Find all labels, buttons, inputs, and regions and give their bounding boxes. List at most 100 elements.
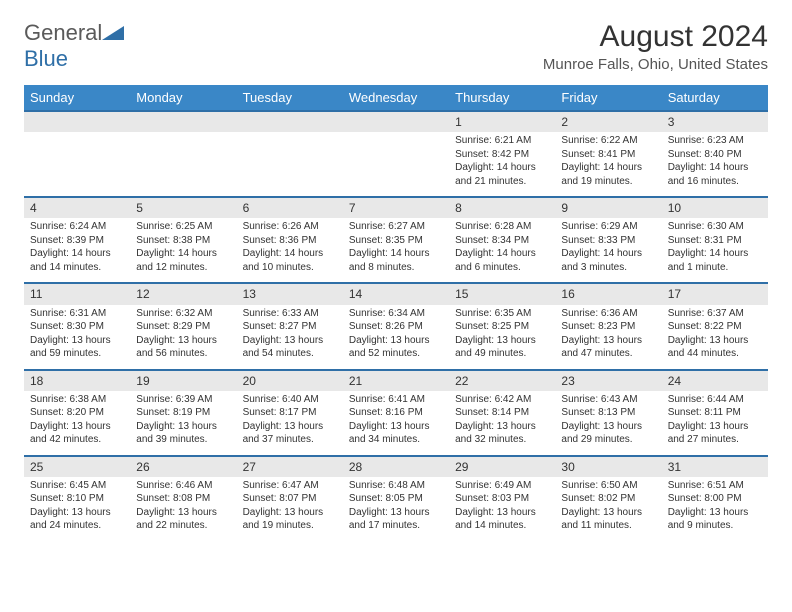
daylight-line: Daylight: 14 hours and 14 minutes. [30, 247, 124, 274]
sunrise-line: Sunrise: 6:34 AM [349, 307, 443, 321]
day-number-row: 123 [24, 111, 768, 132]
sunset-line: Sunset: 8:16 PM [349, 406, 443, 420]
day-number-row: 11121314151617 [24, 283, 768, 304]
sunset-line: Sunset: 8:22 PM [668, 320, 762, 334]
sunrise-line: Sunrise: 6:25 AM [136, 220, 230, 234]
day-info-cell: Sunrise: 6:40 AMSunset: 8:17 PMDaylight:… [237, 391, 343, 456]
day-number-cell: 30 [555, 456, 661, 477]
sunset-line: Sunset: 8:23 PM [561, 320, 655, 334]
day-info-cell: Sunrise: 6:41 AMSunset: 8:16 PMDaylight:… [343, 391, 449, 456]
day-number-cell [343, 111, 449, 132]
day-number-cell: 17 [662, 283, 768, 304]
sunset-line: Sunset: 8:29 PM [136, 320, 230, 334]
calendar-body: 123 Sunrise: 6:21 AMSunset: 8:42 PMDayli… [24, 111, 768, 541]
day-info-row: Sunrise: 6:24 AMSunset: 8:39 PMDaylight:… [24, 218, 768, 283]
sunrise-line: Sunrise: 6:41 AM [349, 393, 443, 407]
day-info-cell: Sunrise: 6:46 AMSunset: 8:08 PMDaylight:… [130, 477, 236, 541]
day-number-cell: 9 [555, 197, 661, 218]
day-number-cell: 24 [662, 370, 768, 391]
sunset-line: Sunset: 8:40 PM [668, 148, 762, 162]
day-info-cell: Sunrise: 6:51 AMSunset: 8:00 PMDaylight:… [662, 477, 768, 541]
sunset-line: Sunset: 8:36 PM [243, 234, 337, 248]
daylight-line: Daylight: 13 hours and 54 minutes. [243, 334, 337, 361]
sunrise-line: Sunrise: 6:45 AM [30, 479, 124, 493]
daylight-line: Daylight: 13 hours and 9 minutes. [668, 506, 762, 533]
daylight-line: Daylight: 13 hours and 24 minutes. [30, 506, 124, 533]
daylight-line: Daylight: 13 hours and 34 minutes. [349, 420, 443, 447]
logo-blue: Blue [24, 46, 68, 71]
sunset-line: Sunset: 8:00 PM [668, 492, 762, 506]
title-block: August 2024 Munroe Falls, Ohio, United S… [543, 20, 768, 73]
sunrise-line: Sunrise: 6:24 AM [30, 220, 124, 234]
day-number-cell [130, 111, 236, 132]
day-info-cell: Sunrise: 6:43 AMSunset: 8:13 PMDaylight:… [555, 391, 661, 456]
daylight-line: Daylight: 13 hours and 49 minutes. [455, 334, 549, 361]
day-info-cell: Sunrise: 6:49 AMSunset: 8:03 PMDaylight:… [449, 477, 555, 541]
daylight-line: Daylight: 14 hours and 8 minutes. [349, 247, 443, 274]
day-number-cell: 25 [24, 456, 130, 477]
day-info-cell: Sunrise: 6:25 AMSunset: 8:38 PMDaylight:… [130, 218, 236, 283]
daylight-line: Daylight: 14 hours and 6 minutes. [455, 247, 549, 274]
daylight-line: Daylight: 13 hours and 19 minutes. [243, 506, 337, 533]
daylight-line: Daylight: 14 hours and 21 minutes. [455, 161, 549, 188]
weekday-header: Sunday [24, 85, 130, 111]
day-info-cell [343, 132, 449, 197]
day-number-cell: 7 [343, 197, 449, 218]
day-number-cell: 26 [130, 456, 236, 477]
day-info-cell: Sunrise: 6:32 AMSunset: 8:29 PMDaylight:… [130, 305, 236, 370]
sunrise-line: Sunrise: 6:39 AM [136, 393, 230, 407]
sunset-line: Sunset: 8:41 PM [561, 148, 655, 162]
daylight-line: Daylight: 13 hours and 59 minutes. [30, 334, 124, 361]
sunrise-line: Sunrise: 6:50 AM [561, 479, 655, 493]
day-info-cell: Sunrise: 6:44 AMSunset: 8:11 PMDaylight:… [662, 391, 768, 456]
day-info-cell: Sunrise: 6:39 AMSunset: 8:19 PMDaylight:… [130, 391, 236, 456]
sunrise-line: Sunrise: 6:43 AM [561, 393, 655, 407]
daylight-line: Daylight: 13 hours and 27 minutes. [668, 420, 762, 447]
sunrise-line: Sunrise: 6:47 AM [243, 479, 337, 493]
sunset-line: Sunset: 8:14 PM [455, 406, 549, 420]
weekday-header: Tuesday [237, 85, 343, 111]
day-number-cell: 31 [662, 456, 768, 477]
sunset-line: Sunset: 8:42 PM [455, 148, 549, 162]
day-number-cell: 16 [555, 283, 661, 304]
logo-text: General Blue [24, 20, 124, 72]
sunrise-line: Sunrise: 6:21 AM [455, 134, 549, 148]
sunset-line: Sunset: 8:19 PM [136, 406, 230, 420]
sunrise-line: Sunrise: 6:22 AM [561, 134, 655, 148]
day-info-row: Sunrise: 6:45 AMSunset: 8:10 PMDaylight:… [24, 477, 768, 541]
day-number-cell: 11 [24, 283, 130, 304]
day-info-row: Sunrise: 6:38 AMSunset: 8:20 PMDaylight:… [24, 391, 768, 456]
sunrise-line: Sunrise: 6:31 AM [30, 307, 124, 321]
sunrise-line: Sunrise: 6:35 AM [455, 307, 549, 321]
day-number-row: 45678910 [24, 197, 768, 218]
day-number-cell: 6 [237, 197, 343, 218]
day-info-cell: Sunrise: 6:28 AMSunset: 8:34 PMDaylight:… [449, 218, 555, 283]
sunset-line: Sunset: 8:31 PM [668, 234, 762, 248]
day-info-cell: Sunrise: 6:50 AMSunset: 8:02 PMDaylight:… [555, 477, 661, 541]
sunset-line: Sunset: 8:39 PM [30, 234, 124, 248]
day-number-cell: 8 [449, 197, 555, 218]
daylight-line: Daylight: 13 hours and 14 minutes. [455, 506, 549, 533]
weekday-header: Saturday [662, 85, 768, 111]
day-info-cell: Sunrise: 6:38 AMSunset: 8:20 PMDaylight:… [24, 391, 130, 456]
day-number-cell: 10 [662, 197, 768, 218]
day-info-cell: Sunrise: 6:23 AMSunset: 8:40 PMDaylight:… [662, 132, 768, 197]
sunrise-line: Sunrise: 6:26 AM [243, 220, 337, 234]
sunrise-line: Sunrise: 6:30 AM [668, 220, 762, 234]
daylight-line: Daylight: 14 hours and 19 minutes. [561, 161, 655, 188]
sunset-line: Sunset: 8:05 PM [349, 492, 443, 506]
day-info-cell: Sunrise: 6:37 AMSunset: 8:22 PMDaylight:… [662, 305, 768, 370]
daylight-line: Daylight: 13 hours and 52 minutes. [349, 334, 443, 361]
sunset-line: Sunset: 8:20 PM [30, 406, 124, 420]
day-number-cell: 2 [555, 111, 661, 132]
day-info-cell: Sunrise: 6:45 AMSunset: 8:10 PMDaylight:… [24, 477, 130, 541]
daylight-line: Daylight: 14 hours and 1 minute. [668, 247, 762, 274]
day-number-cell: 23 [555, 370, 661, 391]
day-number-cell: 12 [130, 283, 236, 304]
day-number-cell: 14 [343, 283, 449, 304]
logo-general: General [24, 20, 102, 45]
day-info-cell: Sunrise: 6:22 AMSunset: 8:41 PMDaylight:… [555, 132, 661, 197]
sunset-line: Sunset: 8:34 PM [455, 234, 549, 248]
daylight-line: Daylight: 13 hours and 56 minutes. [136, 334, 230, 361]
sunrise-line: Sunrise: 6:33 AM [243, 307, 337, 321]
